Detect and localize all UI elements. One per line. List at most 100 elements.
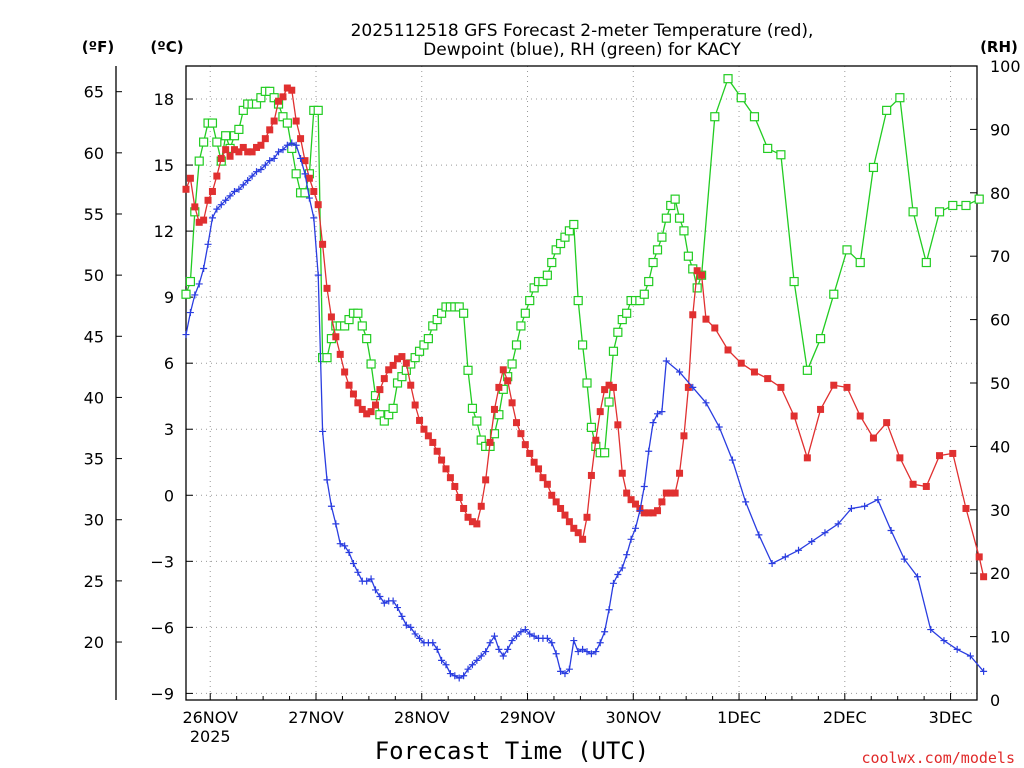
rh-point [604, 397, 614, 407]
dewpoint-point [609, 579, 617, 587]
fahrenheit-tick-label: 40 [84, 388, 104, 407]
dewpoint-point [768, 560, 776, 568]
temperature-point [684, 383, 692, 391]
temperature-point [962, 504, 970, 512]
rh-point [789, 276, 799, 287]
dewpoint-point [557, 667, 565, 675]
rh-point [212, 137, 222, 147]
dewpoint-point [927, 626, 935, 634]
temperature-point [587, 471, 595, 479]
temperature-point [477, 502, 485, 510]
rh-point [313, 105, 323, 115]
temperature-point [557, 504, 565, 512]
fahrenheit-tick-label: 60 [84, 144, 104, 163]
rh-point [776, 150, 786, 160]
dewpoint-point [596, 639, 604, 647]
dewpoint-point [490, 632, 498, 640]
dewpoint-point [314, 271, 322, 279]
rh-point [749, 112, 760, 122]
rh-point [578, 340, 588, 350]
temperature-point [552, 498, 560, 506]
dewpoint-point [521, 626, 529, 634]
temperature-point [275, 97, 283, 105]
temperature-point [508, 399, 516, 407]
temperature-point [358, 405, 366, 413]
temperature-point [204, 196, 212, 204]
temperature-point [429, 438, 437, 446]
dewpoint-point [631, 524, 639, 532]
dewpoint-point [676, 368, 684, 376]
rh-point [322, 353, 332, 363]
rh-point [723, 74, 733, 84]
fahrenheit-tick-label: 20 [84, 633, 104, 652]
temperature-point [283, 84, 291, 92]
x-tick-label: 3DEC [929, 708, 973, 727]
fahrenheit-tick-label: 65 [84, 83, 104, 102]
temperature-point [909, 480, 917, 488]
temperature-point [235, 148, 243, 156]
dewpoint-point [821, 529, 829, 537]
rh-tick-label: 50 [990, 374, 1010, 393]
dewpoint-point [623, 551, 631, 559]
temperature-point [548, 491, 556, 499]
series-group [181, 74, 988, 682]
temperature-point [270, 117, 278, 125]
dewpoint-point [341, 542, 349, 550]
temperature-point [482, 476, 490, 484]
rh-point [855, 257, 865, 268]
dewpoint-point [349, 560, 357, 568]
temperature-point [724, 346, 732, 354]
dewpoint-point [279, 146, 287, 154]
dewpoint-point [781, 553, 789, 561]
temperature-point [535, 465, 543, 473]
dewpoint-point [953, 645, 961, 653]
temperature-point [345, 381, 353, 389]
rh-point [763, 143, 773, 154]
temperature-point [363, 410, 371, 418]
rh-unit-label: (RH) [980, 38, 1018, 56]
temperature-point [698, 271, 706, 279]
rh-point [467, 403, 478, 413]
rh-point [573, 295, 583, 306]
dewpoint-series [182, 139, 988, 682]
rh-point [974, 194, 984, 204]
dewpoint-point [323, 476, 331, 484]
temperature-point [609, 383, 617, 391]
temperature-point [332, 333, 340, 341]
dewpoint-point [213, 205, 221, 213]
dewpoint-point [380, 599, 388, 607]
temperature-point [530, 458, 538, 466]
temperature-point [385, 366, 393, 374]
dewpoint-point [301, 170, 309, 178]
rh-point [657, 232, 667, 242]
dewpoint-point [446, 670, 454, 678]
dewpoint-point [305, 194, 313, 202]
dewpoint-point [579, 645, 587, 653]
rh-point [613, 327, 623, 337]
fahrenheit-tick-label: 45 [84, 327, 104, 346]
rh-point [683, 251, 693, 261]
rh-point [608, 346, 619, 356]
dewpoint-point [354, 568, 362, 576]
dewpoint-point [407, 623, 415, 631]
plot-frame [185, 65, 978, 701]
dewpoint-point [640, 482, 648, 490]
temperature-point [200, 216, 208, 224]
temperature-point [222, 146, 230, 154]
celsius-tick-label: 3 [164, 420, 174, 439]
dewpoint-point [587, 650, 595, 658]
temperature-point [975, 553, 983, 561]
celsius-tick-label: 12 [154, 222, 174, 241]
axis-ticks: −9−6−30369121518202530354045505560650102… [84, 57, 1021, 746]
temperature-point [750, 368, 758, 376]
rh-point [934, 207, 945, 217]
temperature-point [521, 441, 529, 449]
temperature-point [182, 185, 190, 193]
temperature-point [323, 284, 331, 292]
temperature-point [680, 432, 688, 440]
rh-point [582, 378, 592, 388]
temperature-point [936, 452, 944, 460]
fahrenheit-unit-label: (ºF) [82, 38, 114, 56]
chart-title-line1: 2025112518 GFS Forecast 2-meter Temperat… [351, 21, 814, 41]
temperature-series [182, 84, 988, 581]
